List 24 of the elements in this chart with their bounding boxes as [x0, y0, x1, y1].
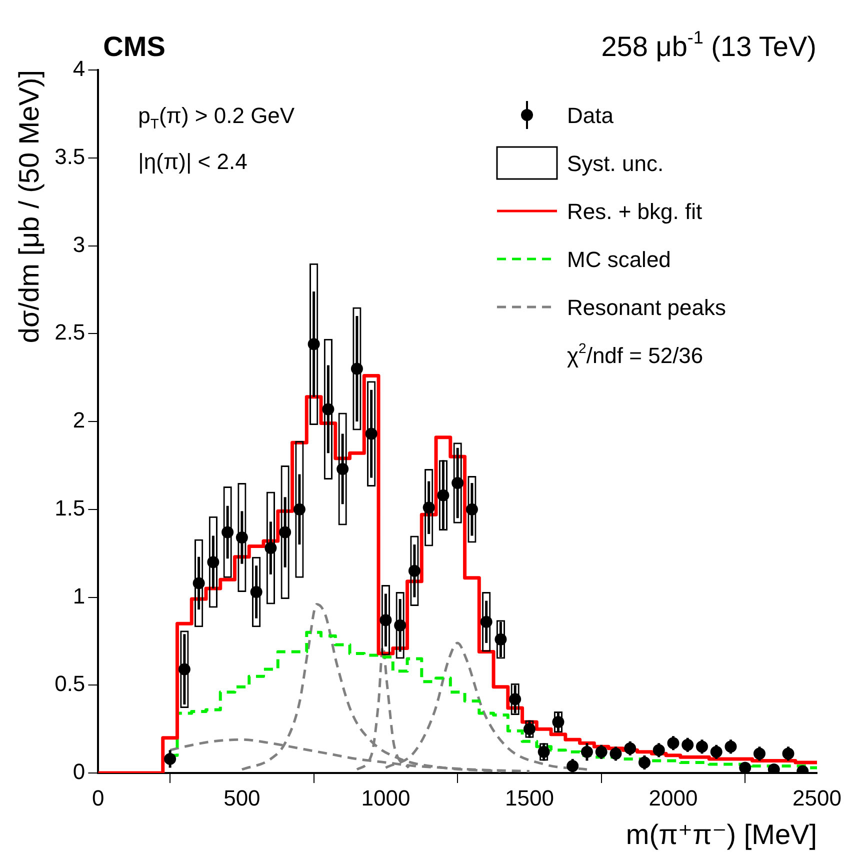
- x-tick-label: 2000: [648, 785, 698, 810]
- legend-label: Res. + bkg. fit: [567, 199, 702, 224]
- x-tick-label: 1500: [504, 785, 554, 810]
- x-tick-label: 1000: [361, 785, 410, 810]
- y-tick-label: 1.5: [54, 495, 86, 520]
- y-tick-label: 3.5: [54, 144, 86, 169]
- y-tick-label: 1: [72, 583, 86, 608]
- x-tick-label: 0: [92, 785, 104, 810]
- x-tick-label: 500: [224, 785, 260, 810]
- y-tick-label: 0: [72, 759, 86, 784]
- legend-label: Data: [567, 103, 614, 128]
- annotation: |η(π)| < 2.4: [138, 149, 248, 174]
- x-axis-title: m(π⁺π⁻) [MeV]: [626, 818, 817, 850]
- legend-label: Resonant peaks: [567, 295, 726, 320]
- y-tick-label: 2: [72, 408, 86, 433]
- y-axis-title: dσ/dm [μb / (50 MeV)]: [14, 70, 45, 344]
- y-tick-label: 4: [72, 56, 86, 82]
- legend-label: MC scaled: [567, 247, 671, 272]
- y-tick-label: 3: [72, 232, 86, 257]
- y-tick-label: 0.5: [54, 671, 86, 696]
- x-tick-label: 2500: [792, 785, 842, 810]
- legend-label: Syst. unc.: [567, 151, 664, 176]
- chart-title: CMS: [103, 31, 166, 62]
- y-tick-label: 2.5: [54, 320, 86, 345]
